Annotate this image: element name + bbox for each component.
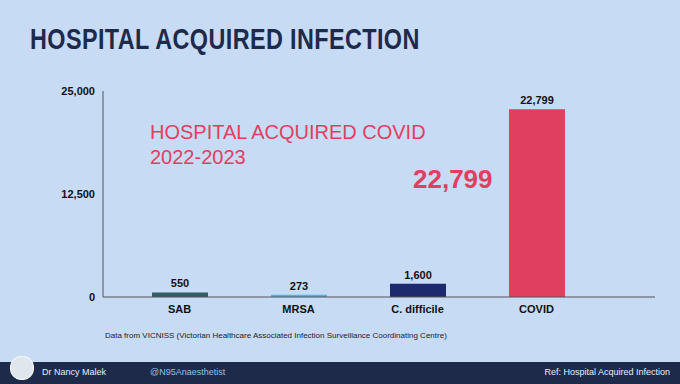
html-text:HOSPITAL ACQUIRED INFECTION: HOSPITAL ACQUIRED INFECTION <box>30 22 420 55</box>
html-text:Data from VICNISS (Victorian H: Data from VICNISS (Victorian Healthcare … <box>105 331 447 340</box>
html-text:22,799: 22,799 <box>413 164 493 194</box>
html-text:HOSPITAL ACQUIRED COVID: HOSPITAL ACQUIRED COVID <box>150 121 426 143</box>
svg-text:C. difficile: C. difficile <box>391 303 444 315</box>
svg-text:0: 0 <box>89 291 95 303</box>
html-text:@N95Anaesthetist: @N95Anaesthetist <box>150 367 226 377</box>
html-text:Ref: Hospital Acquired Infecti: Ref: Hospital Acquired Infection <box>544 367 670 377</box>
svg-text:12,500: 12,500 <box>61 188 95 200</box>
svg-text:MRSA: MRSA <box>282 303 314 315</box>
svg-text:550: 550 <box>171 277 189 289</box>
svg-text:273: 273 <box>290 280 308 292</box>
svg-text:SAB: SAB <box>168 303 191 315</box>
svg-text:COVID: COVID <box>519 303 554 315</box>
svg-text:22,799: 22,799 <box>520 94 554 106</box>
svg-text:1,600: 1,600 <box>404 269 432 281</box>
html-text:2022-2023: 2022-2023 <box>150 146 246 168</box>
html-text:Dr Nancy Malek: Dr Nancy Malek <box>42 367 106 377</box>
svg-text:25,000: 25,000 <box>61 85 95 97</box>
